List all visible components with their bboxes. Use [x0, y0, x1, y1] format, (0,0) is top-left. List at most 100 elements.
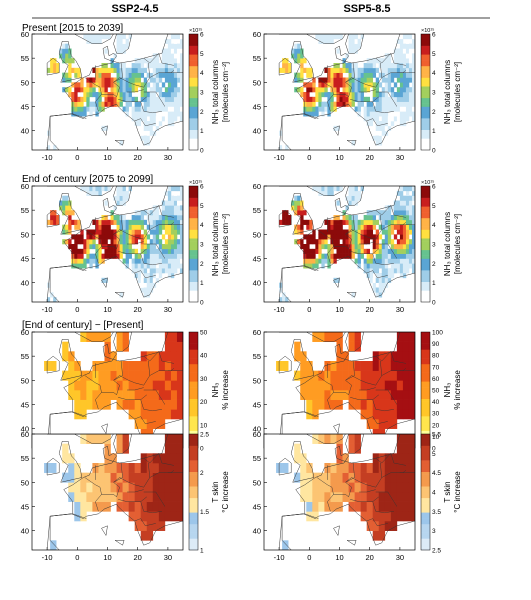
- grid-cell: [80, 380, 87, 391]
- colorbar-swatch: [421, 138, 430, 142]
- colorbar-swatch: [421, 349, 430, 353]
- grid-cell: [140, 501, 148, 512]
- country-border: [372, 101, 394, 114]
- grid-cell: [345, 195, 349, 201]
- grid-cell: [294, 77, 298, 83]
- grid-cell: [176, 248, 181, 254]
- grid-cell: [152, 501, 160, 512]
- grid-cell: [372, 390, 380, 400]
- grid-cell: [330, 501, 337, 512]
- colorbar-swatch: [421, 293, 430, 297]
- grid-cell: [113, 67, 117, 73]
- grid-cell: [89, 77, 93, 83]
- grid-cell: [140, 399, 148, 410]
- grid-cell: [170, 96, 175, 102]
- grid-cell: [167, 190, 172, 196]
- grid-cell: [402, 492, 410, 502]
- grid-cell: [179, 101, 183, 107]
- colorbar-swatch: [189, 83, 198, 87]
- grid-cell: [369, 125, 374, 131]
- grid-cell: [408, 434, 415, 444]
- grid-cell: [98, 34, 102, 40]
- grid-cell: [372, 511, 380, 522]
- grid-cell: [372, 67, 377, 73]
- grid-cell: [378, 453, 386, 464]
- colorbar-swatch: [189, 246, 198, 251]
- grid-cell: [179, 43, 183, 49]
- colorbar-tick-label: 3: [432, 528, 436, 535]
- grid-cell: [354, 239, 358, 245]
- grid-cell: [134, 399, 142, 410]
- y-tick-label: 60: [21, 328, 29, 337]
- grid-cell: [330, 390, 337, 400]
- grid-cell: [354, 63, 358, 69]
- grid-cell: [369, 229, 374, 235]
- colorbar-tick-label: 70: [432, 364, 440, 371]
- colorbar-swatch: [421, 471, 430, 475]
- grid-cell: [345, 229, 349, 235]
- grid-cell: [309, 82, 313, 88]
- grid-cell: [104, 186, 108, 192]
- grid-cell: [312, 482, 319, 493]
- grid-cell: [101, 277, 105, 283]
- grid-cell: [179, 116, 183, 122]
- grid-cell: [110, 253, 114, 259]
- grid-cell: [74, 224, 78, 230]
- colorbar-swatch: [189, 123, 198, 128]
- grid-cell: [324, 77, 328, 83]
- grid-cell: [149, 273, 154, 279]
- grid-cell: [393, 234, 398, 240]
- grid-cell: [68, 87, 72, 93]
- grid-cell: [152, 244, 157, 250]
- grid-cell: [134, 77, 138, 83]
- grid-cell: [351, 140, 355, 146]
- grid-cell: [303, 92, 307, 98]
- grid-cell: [176, 390, 183, 400]
- y-tick-label: 40: [21, 127, 29, 136]
- colorbar-swatch: [189, 109, 198, 113]
- grid-cell: [134, 116, 138, 122]
- grid-cell: [104, 361, 111, 371]
- grid-cell: [366, 219, 370, 225]
- grid-cell: [122, 244, 126, 250]
- grid-cell: [402, 253, 407, 259]
- grid-cell: [74, 390, 81, 400]
- grid-cell: [342, 380, 349, 391]
- grid-cell: [396, 380, 404, 391]
- grid-cell: [324, 244, 328, 250]
- grid-cell: [315, 34, 319, 40]
- grid-cell: [71, 244, 75, 250]
- grid-cell: [321, 82, 325, 88]
- grid-cell: [86, 92, 90, 98]
- grid-cell: [402, 215, 407, 221]
- grid-cell: [408, 48, 413, 54]
- grid-cell: [285, 67, 289, 73]
- grid-cell: [369, 273, 374, 279]
- colorbar-tick-label: 6: [432, 184, 436, 191]
- grid-cell: [167, 195, 172, 201]
- grid-cell: [146, 121, 151, 127]
- grid-cell: [122, 215, 126, 221]
- grid-cell: [68, 244, 72, 250]
- grid-cell: [122, 186, 126, 192]
- grid-cell: [387, 205, 392, 211]
- grid-cell: [387, 106, 392, 112]
- grid-cell: [146, 419, 154, 429]
- y-tick-label: 45: [21, 103, 29, 112]
- colorbar-tick-label: 4: [432, 490, 436, 497]
- colorbar-swatch: [421, 416, 430, 420]
- grid-cell: [113, 234, 117, 240]
- grid-cell: [134, 521, 142, 531]
- grid-cell: [137, 210, 142, 216]
- grid-cell: [378, 419, 386, 429]
- grid-cell: [110, 215, 114, 221]
- grid-cell: [315, 186, 319, 192]
- grid-cell: [68, 453, 75, 464]
- grid-cell: [330, 77, 334, 83]
- grid-cell: [366, 268, 370, 274]
- grid-cell: [119, 140, 123, 146]
- grid-cell: [161, 244, 166, 250]
- grid-cell: [158, 72, 163, 78]
- grid-cell: [131, 229, 135, 235]
- grid-cell: [104, 77, 108, 83]
